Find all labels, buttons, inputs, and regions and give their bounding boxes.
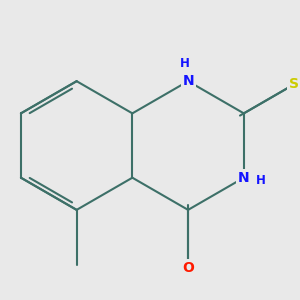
Text: S: S [289, 77, 299, 92]
Text: H: H [180, 57, 190, 70]
Text: N: N [238, 171, 250, 185]
Text: O: O [182, 261, 194, 275]
Text: N: N [182, 74, 194, 88]
Text: H: H [256, 174, 266, 187]
